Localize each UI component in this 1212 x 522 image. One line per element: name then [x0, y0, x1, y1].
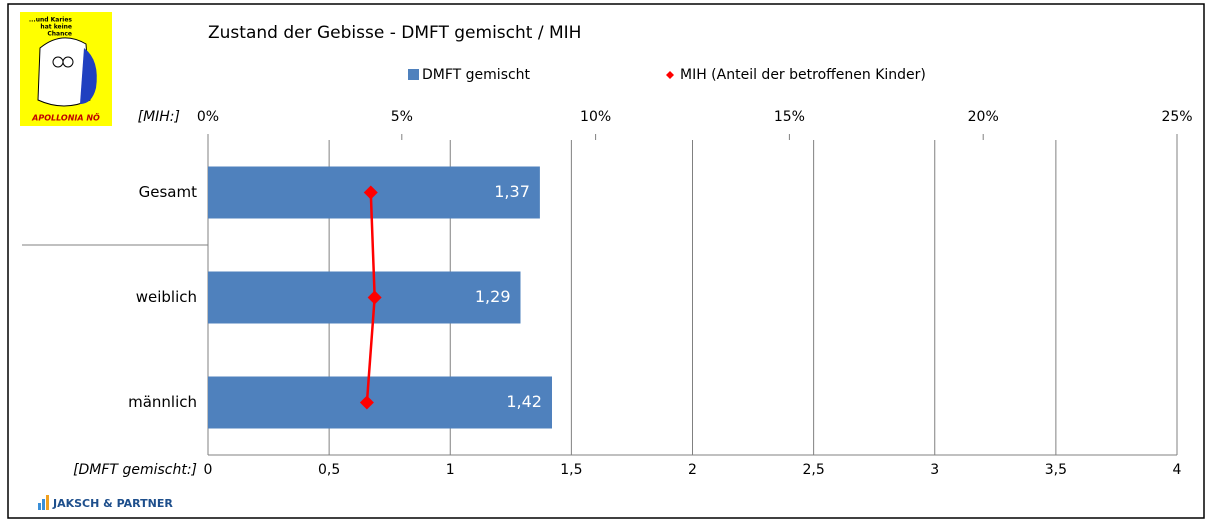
value-label: 1,37: [494, 182, 530, 201]
logo-eye: [63, 57, 73, 67]
value-label: 1,29: [475, 287, 511, 306]
y-tick-label: Gesamt: [139, 183, 197, 201]
chart: ...und Karies hat keine Chance APOLLONIA…: [0, 0, 1212, 522]
footer-icon: [46, 495, 49, 510]
footer-text: JAKSCH & PARTNER: [52, 497, 173, 510]
value-label: 1,42: [506, 392, 542, 411]
footer-logo: JAKSCH & PARTNER: [38, 495, 173, 510]
footer-icon: [38, 503, 41, 510]
x-axis-label: [DMFT gemischt:]: [73, 462, 197, 478]
bar: [208, 272, 521, 324]
logo: ...und Karies hat keine Chance APOLLONIA…: [20, 12, 112, 126]
x2-axis-label: [MIH:]: [138, 109, 180, 125]
x2-tick-label: 15%: [774, 109, 805, 125]
logo-name: APOLLONIA NÖ: [31, 113, 100, 123]
legend-label: DMFT gemischt: [422, 67, 531, 83]
x2-tick-label: 0%: [197, 109, 219, 125]
logo-slogan: Chance: [47, 31, 72, 38]
chart-title: Zustand der Gebisse - DMFT gemischt / MI…: [208, 23, 581, 43]
y-tick-label: männlich: [128, 393, 197, 411]
x-tick-label: 1,5: [560, 462, 582, 478]
y-tick-label: weiblich: [136, 288, 197, 306]
frame: [8, 4, 1204, 518]
logo-eye: [53, 57, 63, 67]
x-tick-label: 3,5: [1045, 462, 1067, 478]
x-tick-label: 3: [930, 462, 939, 478]
x2-tick-label: 5%: [391, 109, 413, 125]
x2-tick-label: 10%: [580, 109, 611, 125]
x-tick-label: 4: [1173, 462, 1182, 478]
x-tick-label: 2,5: [802, 462, 824, 478]
legend-label: MIH (Anteil der betroffenen Kinder): [680, 67, 926, 83]
logo-slogan: hat keine: [40, 24, 72, 31]
x-tick-label: 0,5: [318, 462, 340, 478]
x-tick-label: 0: [204, 462, 213, 478]
x2-tick-label: 25%: [1161, 109, 1192, 125]
logo-slogan: ...und Karies: [29, 17, 73, 24]
x2-tick-label: 20%: [968, 109, 999, 125]
legend-swatch: [408, 69, 419, 80]
x-tick-label: 1: [446, 462, 455, 478]
footer-icon: [42, 499, 45, 510]
x-tick-label: 2: [688, 462, 697, 478]
bar: [208, 377, 552, 429]
